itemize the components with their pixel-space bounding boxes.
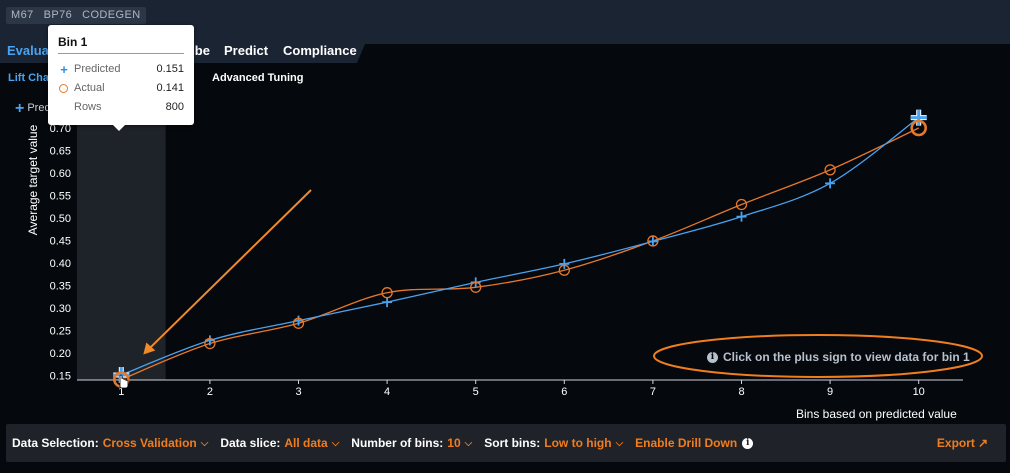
subtab-advanced-tuning[interactable]: Advanced Tuning — [212, 72, 304, 84]
predicted-point — [825, 178, 836, 189]
hint-text: Click on the plus sign to view data for … — [723, 350, 970, 364]
bin-1-highlight — [77, 90, 166, 380]
annotation-arrow — [148, 189, 312, 350]
y-tick-label: 0.65 — [50, 146, 71, 158]
number-of-bins-dropdown[interactable]: Number of bins: 10 ⌵ — [351, 436, 473, 450]
predicted-point — [559, 258, 570, 269]
actual-point — [910, 119, 928, 137]
y-tick-label: 0.50 — [50, 213, 71, 225]
y-tick-label: 0.15 — [50, 371, 71, 383]
actual-point — [558, 264, 570, 276]
tooltip-predicted-value: 0.151 — [156, 63, 184, 75]
actual-point — [292, 317, 305, 329]
tab-predict[interactable]: Predict — [224, 43, 269, 58]
y-tick-label: 0.35 — [50, 281, 71, 293]
tooltip-rows-value: 800 — [165, 101, 184, 113]
x-tick-label: 8 — [738, 386, 744, 398]
x-tick-label: 6 — [561, 386, 567, 398]
y-tick-label: 0.55 — [50, 191, 71, 203]
bin-tooltip: Bin 1 + Predicted 0.151 Actual 0.141 Row… — [48, 25, 194, 131]
x-tick-label: 5 — [473, 386, 479, 398]
predicted-point — [647, 236, 658, 247]
data-slice-dropdown[interactable]: Data slice: All data ⌵ — [220, 436, 340, 450]
tab-evaluate[interactable]: Evaluate — [7, 43, 61, 58]
lift-chart: 0.15 0.20 0.25 0.30 0.35 0.40 0.45 0.50 0.55 0.60… — [50, 90, 983, 398]
blueprint-tag: BP76 — [43, 9, 73, 21]
x-axis-title: Bins based on predicted value — [796, 407, 957, 421]
chevron-down-icon: ⌵ — [464, 437, 473, 449]
predicted-point — [736, 211, 747, 222]
chevron-down-icon: ⌵ — [200, 437, 209, 449]
chevron-down-icon: ⌵ — [331, 437, 340, 449]
enable-drill-down-link[interactable]: Enable Drill Down i — [635, 436, 754, 450]
y-tick-label: 0.20 — [50, 348, 71, 360]
export-button[interactable]: Export ↗ — [936, 436, 988, 450]
tooltip-title: Bin 1 — [58, 35, 88, 49]
info-icon: i — [707, 351, 718, 363]
sort-bins-dropdown[interactable]: Sort bins: Low to high ⌵ — [484, 436, 624, 450]
x-tick-label: 2 — [207, 386, 213, 398]
codegen-tag: CODEGEN — [82, 9, 141, 21]
share-icon: ↗ — [977, 436, 988, 450]
actual-point — [204, 337, 216, 350]
info-icon: i — [742, 437, 754, 449]
y-tick-label: 0.70 — [50, 123, 71, 135]
tooltip-row-rows: Rows 800 — [74, 101, 184, 113]
predicted-point — [910, 109, 927, 126]
tooltip-actual-value: 0.141 — [156, 82, 184, 94]
actual-point — [824, 164, 836, 176]
chart-controls-bar: Data Selection: Cross Validation ⌵ Data … — [6, 424, 1006, 462]
y-tick-label: 0.45 — [50, 236, 71, 248]
tooltip-row-predicted: + Predicted 0.151 — [58, 61, 184, 77]
x-tick-label: 9 — [827, 386, 833, 398]
y-tick-label: 0.40 — [50, 258, 71, 270]
x-tick-label: 3 — [295, 386, 301, 398]
y-tick-label: 0.25 — [50, 326, 71, 338]
actual-series-line — [121, 127, 919, 381]
actual-point — [735, 198, 748, 211]
actual-point — [381, 287, 393, 299]
y-tick-label: 0.30 — [50, 303, 71, 315]
predicted-point — [382, 297, 393, 308]
x-tick-label: 1 — [118, 386, 124, 398]
drill-hint: i Click on the plus sign to view data fo… — [707, 350, 970, 364]
chevron-down-icon: ⌵ — [615, 437, 624, 449]
circle-icon — [59, 83, 68, 93]
tooltip-row-actual: Actual 0.141 — [58, 81, 184, 95]
x-tick-label: 7 — [650, 386, 656, 398]
y-tick-label: 0.60 — [50, 168, 71, 180]
plus-icon: + — [60, 61, 68, 77]
annotation-arrow-head — [143, 342, 156, 355]
model-tags: M67 BP76 CODEGEN — [6, 7, 146, 24]
actual-point — [470, 281, 482, 293]
x-tick-label: 10 — [913, 386, 925, 398]
tab-compliance[interactable]: Compliance — [283, 43, 357, 58]
model-tag: M67 — [11, 9, 34, 21]
subtab-lift-chart[interactable]: Lift Chart — [8, 72, 57, 84]
data-selection-dropdown[interactable]: Data Selection: Cross Validation ⌵ — [12, 436, 209, 450]
predicted-series-line — [121, 117, 920, 376]
plus-icon: + — [15, 99, 25, 117]
x-tick-label: 4 — [384, 386, 390, 398]
predicted-point — [293, 315, 304, 326]
actual-point — [647, 235, 659, 247]
hint-highlight-ellipse — [653, 334, 983, 378]
cursor-icon — [119, 374, 129, 389]
